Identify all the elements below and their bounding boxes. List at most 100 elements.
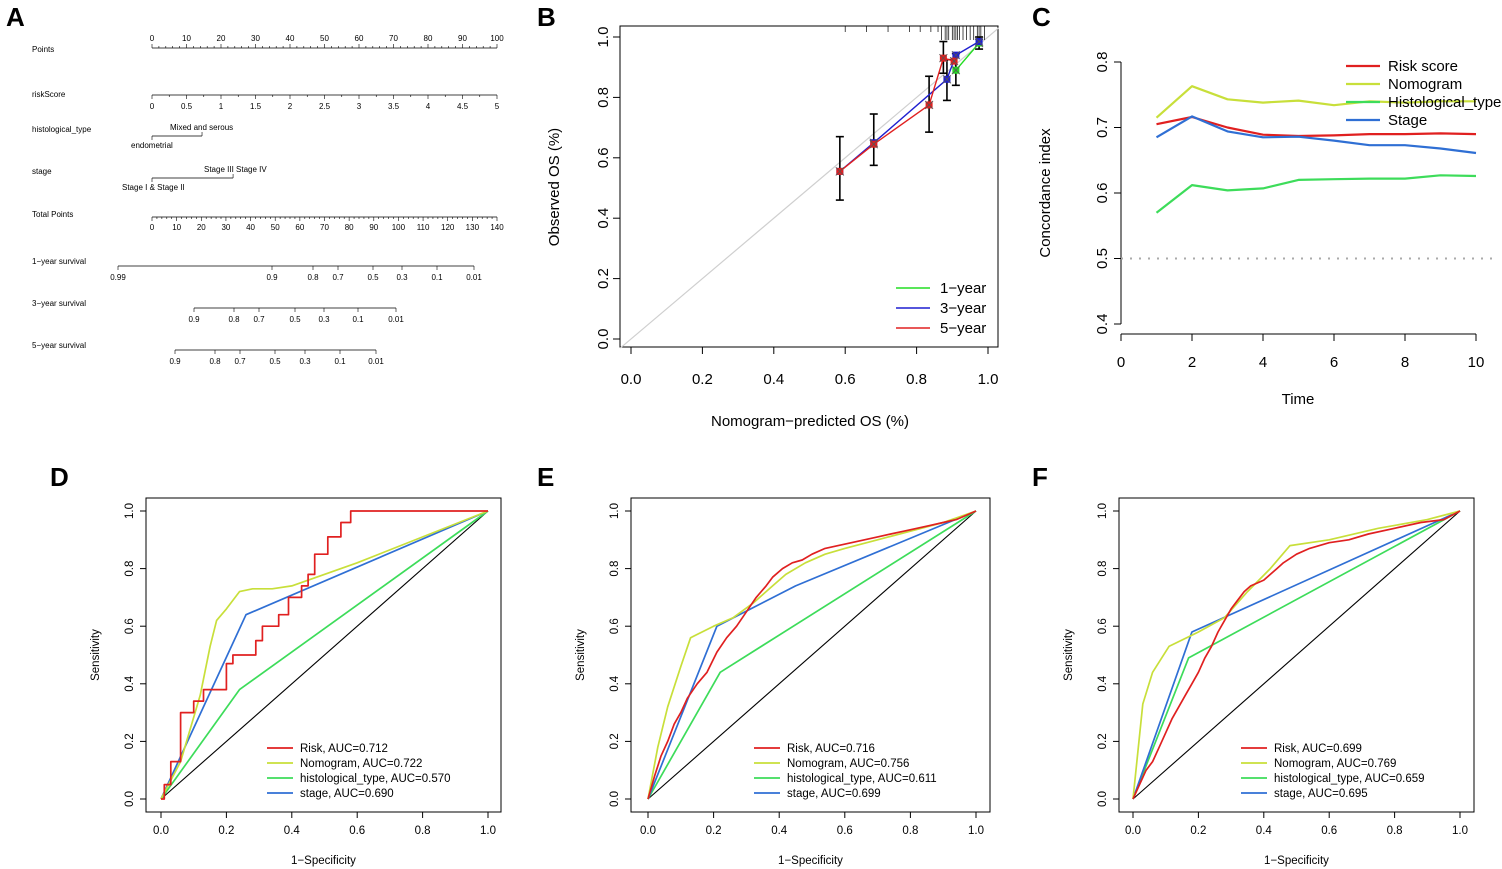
legend-label: histological_type, AUC=0.611 [787,773,937,785]
legend-label: stage, AUC=0.690 [300,788,394,800]
y-tick-label: 0.5 [1094,248,1111,269]
x-tick-label: 1.0 [1452,825,1468,837]
roc-curve [647,510,977,800]
y-axis-title: Sensitivity [90,629,102,681]
riskscore-tick-label: 4 [426,102,431,111]
x-tick-label: 0.8 [1387,825,1403,837]
x-tick-label: 0.2 [218,825,234,837]
survival-tick-label: 0.5 [367,273,379,282]
total-points-tick-label: 60 [295,223,304,232]
legend-label: Nomogram [1388,76,1462,93]
nomogram-row-label: 5−year survival [32,341,86,350]
riskscore-tick-label: 3 [357,102,362,111]
panel-b: B 0.0 0.2 0.4 0.6 0.8 1.0 0.0 0.2 0.4 0.6 0.8 1.0 Nom… [537,2,1000,430]
survival-tick-label: 0.7 [332,273,344,282]
legend-label: Nomogram, AUC=0.769 [1274,758,1396,770]
y-axis-title: Concordance index [1037,128,1054,258]
y-axis-title: Observed OS (%) [546,128,563,246]
nomogram-row-label: riskScore [32,90,66,99]
panel-label-d: D [50,462,69,492]
histological-tick-label: endometrial [131,141,173,150]
roc-curve [647,510,977,800]
roc-curve [647,510,977,800]
points-tick-label: 60 [355,34,364,43]
y-axis-title: Sensitivity [1063,629,1075,681]
x-tick-label: 0.6 [837,825,853,837]
panel-label-e: E [537,462,554,492]
plot-frame [630,497,991,813]
calibration-point-cross [835,167,845,176]
concordance-line [1155,85,1476,119]
calibration-line [955,42,980,71]
calibration-point-cross [974,37,984,46]
x-tick-label: 6 [1330,354,1338,371]
total-points-tick-label: 110 [417,223,430,232]
panel-e: E 0.0 0.2 0.4 0.6 0.8 1.0 0.0 0.2 0.4 0.6 0.8 1.0 1−S… [537,462,991,867]
legend-label: Histological_type [1388,94,1501,111]
survival-tick-label: 0.01 [368,357,384,366]
total-points-tick-label: 0 [150,223,155,232]
riskscore-tick-label: 5 [495,102,500,111]
legend-label: Risk, AUC=0.712 [300,743,388,755]
stage-tick-label: Stage I & Stage II [122,183,185,192]
total-points-tick-label: 10 [172,223,181,232]
panel-label-a: A [6,2,25,32]
x-tick-label: 0.0 [621,371,642,388]
y-tick-label: 0.2 [1097,733,1109,749]
roc-curve [160,510,489,800]
plot-frame [619,25,999,348]
total-points-tick-label: 70 [320,223,329,232]
panel-label-c: C [1032,2,1051,32]
y-tick-label: 0.0 [595,329,612,350]
x-tick-label: 8 [1401,354,1409,371]
x-tick-label: 1.0 [968,825,984,837]
legend-label: 1−year [940,280,986,297]
nomogram-row-label: histological_type [32,125,92,134]
roc-curve [160,510,489,800]
legend-label: Nomogram, AUC=0.756 [787,758,909,770]
legend-label: Nomogram, AUC=0.722 [300,758,422,770]
y-tick-label: 0.8 [595,87,612,108]
legend-label: stage, AUC=0.699 [787,788,881,800]
riskscore-tick-label: 1 [219,102,224,111]
y-tick-label: 0.8 [124,561,136,577]
x-tick-label: 0.4 [1256,825,1273,837]
survival-tick-label: 0.99 [110,273,126,282]
calibration-point-cross [949,56,959,66]
total-points-tick-label: 130 [466,223,480,232]
x-tick-label: 0.0 [153,825,169,837]
calibration-point-cross [942,74,952,84]
riskscore-tick-label: 4.5 [457,102,469,111]
y-tick-label: 0.8 [609,561,621,577]
x-tick-label: 1.0 [480,825,496,837]
x-tick-label: 0.2 [706,825,722,837]
y-tick-label: 0.4 [1097,675,1109,692]
survival-tick-label: 0.01 [388,315,404,324]
survival-tick-label: 0.1 [431,273,443,282]
points-tick-label: 10 [182,34,191,43]
survival-tick-label: 0.8 [209,357,221,366]
y-tick-label: 1.0 [609,503,621,519]
roc-curve [647,510,977,800]
chance-diagonal-line [1132,510,1461,800]
y-tick-label: 1.0 [1097,503,1109,519]
y-tick-label: 0.4 [124,675,136,692]
y-tick-label: 0.0 [1097,791,1109,807]
riskscore-tick-label: 0.5 [181,102,193,111]
survival-tick-label: 0.7 [253,315,265,324]
y-tick-label: 0.2 [595,268,612,289]
x-tick-label: 1.0 [978,371,999,388]
y-tick-label: 0.4 [609,675,621,692]
survival-tick-label: 0.3 [318,315,330,324]
legend-label: Stage [1388,112,1427,129]
x-tick-label: 0.6 [349,825,365,837]
calibration-point-cross [939,53,948,63]
roc-curve [1132,510,1461,800]
y-tick-label: 0.0 [609,791,621,807]
y-tick-label: 0.6 [124,618,136,634]
panel-d: D 0.0 0.2 0.4 0.6 0.8 1.0 0.0 0.2 0.4 0.6 0.8 1.0 1−S… [50,462,502,867]
chance-diagonal-line [160,510,489,800]
x-tick-label: 0.8 [902,825,918,837]
nomogram-row-label: Points [32,45,54,54]
panel-label-f: F [1032,462,1048,492]
